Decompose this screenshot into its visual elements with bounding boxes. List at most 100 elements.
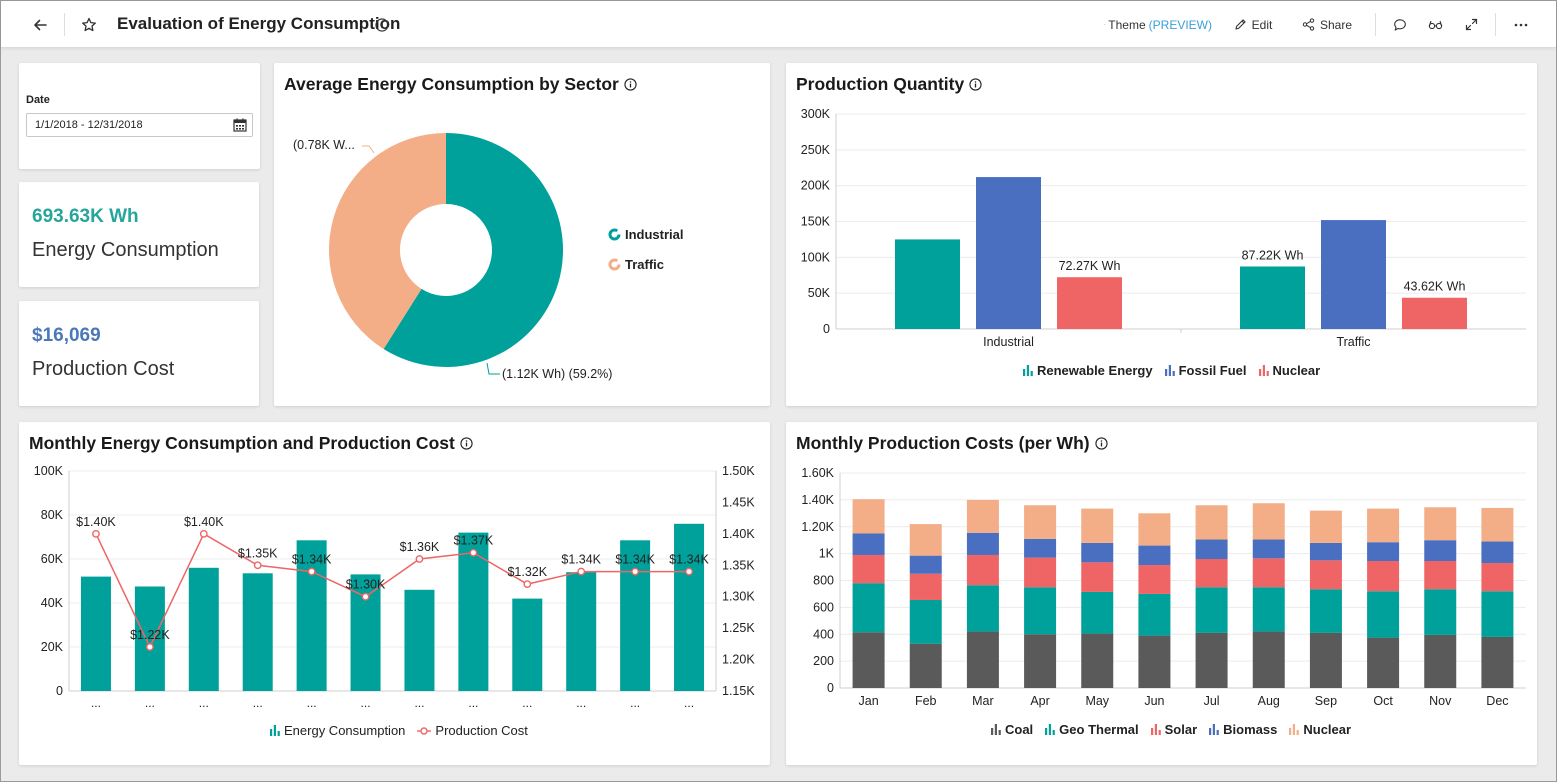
y-tick-label: 400 xyxy=(813,627,834,641)
line-data-label: $1.34K xyxy=(669,553,709,567)
theme-button[interactable]: Theme (PREVIEW) xyxy=(1104,1,1212,48)
share-label: Share xyxy=(1319,17,1353,32)
edit-button[interactable]: Edit xyxy=(1230,1,1276,48)
legend-energy-consumption[interactable]: Energy Consumption xyxy=(270,723,405,738)
bar-data-label: 43.62K Wh xyxy=(1404,280,1466,294)
line-point xyxy=(92,529,100,538)
y-left-tick-label: 40K xyxy=(41,596,64,610)
line-marker-icon xyxy=(417,726,432,735)
legend-renewable-energy[interactable]: Renewable Energy xyxy=(1023,363,1153,378)
legend-nuclear[interactable]: Nuclear xyxy=(1258,363,1320,378)
x-tick-label: ... xyxy=(361,696,371,710)
production-quantity-title-text: Production Quantity xyxy=(796,74,965,94)
stacked-bar-segment xyxy=(1252,503,1285,540)
line-data-label: $1.40K xyxy=(184,515,224,529)
legend-coal[interactable]: Coal xyxy=(991,722,1033,737)
line-point xyxy=(199,529,208,538)
line-data-label: $1.35K xyxy=(238,546,278,560)
kpi-energy-label: Energy Consumption xyxy=(32,239,219,261)
info-icon[interactable] xyxy=(624,78,637,91)
donut-chart: (0.78K W... (1.12K Wh) (59.2%) xyxy=(293,133,612,381)
legend-label: Energy Consumption xyxy=(284,723,406,738)
x-tick-label: ... xyxy=(199,696,209,710)
line-data-label: $1.40K xyxy=(76,515,116,529)
legend-geo-thermal[interactable]: Geo Thermal xyxy=(1045,722,1139,737)
stacked-bar-segment xyxy=(852,632,885,688)
monthly-energy-cost-title-text: Monthly Energy Consumption and Productio… xyxy=(29,433,455,453)
stacked-bar-segment xyxy=(966,585,999,632)
y-tick-label: 1.40K xyxy=(801,493,834,507)
stacked-bar-segment xyxy=(966,554,999,586)
fullscreen-button[interactable] xyxy=(1460,1,1482,48)
line-point xyxy=(253,561,262,570)
stacked-bar-segment xyxy=(909,524,942,556)
monthly-energy-cost-title: Monthly Energy Consumption and Productio… xyxy=(29,433,473,454)
stacked-bar-segment xyxy=(1081,562,1114,592)
bar xyxy=(620,540,651,691)
traffic-data-label: (0.78K W... xyxy=(293,138,355,152)
legend-solar[interactable]: Solar xyxy=(1150,722,1197,737)
donut-legend-icon xyxy=(608,228,621,241)
line-point xyxy=(577,567,586,576)
stacked-bar-segment xyxy=(1309,560,1342,590)
line-data-label: $1.34K xyxy=(561,553,601,567)
legend-production-cost[interactable]: Production Cost xyxy=(417,723,528,738)
present-button[interactable] xyxy=(1424,1,1446,48)
stacked-bar-segment xyxy=(1138,513,1171,546)
line-point xyxy=(307,567,316,576)
donut-slice-industrial xyxy=(383,133,563,368)
x-tick-label: ... xyxy=(253,696,263,710)
calendar-icon[interactable] xyxy=(233,118,247,132)
bar xyxy=(188,567,219,691)
title-info-button[interactable] xyxy=(374,1,390,48)
leader-line xyxy=(486,362,500,375)
y-left-tick-label: 80K xyxy=(41,508,64,522)
stacked-bar-segment xyxy=(852,499,885,534)
comments-button[interactable] xyxy=(1389,1,1411,48)
stacked-bar-segment xyxy=(1024,634,1057,688)
line-point xyxy=(145,643,154,651)
share-button[interactable]: Share xyxy=(1300,1,1354,48)
y-tick-label: 600 xyxy=(813,600,834,614)
line-data-label: $1.37K xyxy=(454,534,494,548)
y-tick-label: 250K xyxy=(801,143,831,157)
y-right-tick-label: 1.30K xyxy=(722,590,755,604)
stacked-bar-segment xyxy=(1252,631,1285,688)
pencil-icon xyxy=(1235,19,1246,30)
industrial-data-label: (1.12K Wh) (59.2%) xyxy=(502,367,612,381)
bar-chart-icon xyxy=(1258,365,1269,376)
more-options-button[interactable] xyxy=(1509,1,1533,48)
legend-biomass[interactable]: Biomass xyxy=(1209,722,1277,737)
stacked-bar-segment xyxy=(1309,542,1342,561)
y-tick-label: 0 xyxy=(827,681,834,695)
bar xyxy=(404,589,435,691)
stacked-bar-segment xyxy=(1081,633,1114,688)
bar-chart-icon xyxy=(991,724,1001,735)
stacked-bar-segment xyxy=(1024,505,1057,539)
date-range-value: 1/1/2018 - 12/31/2018 xyxy=(35,119,143,131)
stacked-bar-segment xyxy=(909,573,942,600)
theme-label: Theme xyxy=(1108,17,1146,32)
legend-traffic[interactable]: Traffic xyxy=(608,257,664,272)
favorite-button[interactable] xyxy=(77,1,101,48)
date-range-input[interactable]: 1/1/2018 - 12/31/2018 xyxy=(26,113,253,137)
y-tick-label: 800 xyxy=(813,574,834,588)
bar xyxy=(80,576,111,691)
y-right-tick-label: 1.35K xyxy=(722,558,755,572)
info-icon[interactable] xyxy=(1094,437,1108,450)
legend-nuclear[interactable]: Nuclear xyxy=(1289,722,1351,737)
stacked-bar-segment xyxy=(909,555,942,574)
bar xyxy=(1321,220,1386,329)
kpi-cost-value: $16,069 xyxy=(32,325,101,346)
stacked-bar-segment xyxy=(1081,591,1114,634)
back-button[interactable] xyxy=(27,1,53,48)
bar-data-label: 72.27K Wh xyxy=(1059,259,1121,273)
info-icon[interactable] xyxy=(969,78,982,91)
bar xyxy=(674,523,705,691)
legend-fossil-fuel[interactable]: Fossil Fuel xyxy=(1164,363,1247,378)
legend-industrial[interactable]: Industrial xyxy=(608,227,684,242)
line-point xyxy=(361,592,370,601)
stacked-bar-segment xyxy=(1195,505,1228,540)
info-icon[interactable] xyxy=(460,437,473,450)
line-point xyxy=(685,567,693,576)
